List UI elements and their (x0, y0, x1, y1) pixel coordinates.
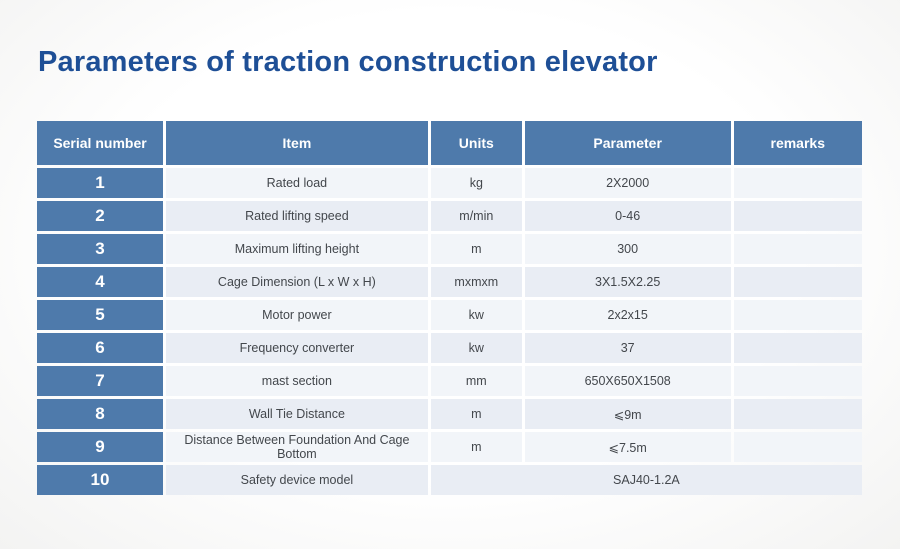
serial-cell: 4 (37, 267, 163, 297)
parameter-cell: 2X2000 (524, 168, 731, 198)
serial-cell: 10 (37, 465, 163, 495)
table-row: 10 Safety device model SAJ40-1.2A (37, 465, 862, 495)
item-cell: Maximum lifting height (166, 234, 428, 264)
parameters-table: Serial number Item Units Parameter remarks 1… (34, 118, 865, 498)
remarks-cell (733, 234, 862, 264)
units-cell: m (430, 432, 522, 462)
parameter-cell: ⩽7.5m (524, 432, 731, 462)
parameter-cell: 0-46 (524, 201, 731, 231)
column-header-item: Item (166, 121, 428, 165)
units-cell: mxmxm (430, 267, 522, 297)
units-cell: kw (430, 333, 522, 363)
table-row: 5 Motor power kw 2x2x15 (37, 300, 862, 330)
serial-cell: 3 (37, 234, 163, 264)
serial-cell: 2 (37, 201, 163, 231)
table-header-row: Serial number Item Units Parameter remarks (37, 121, 862, 165)
item-cell: Rated load (166, 168, 428, 198)
table-row: 7 mast section mm 650X650X1508 (37, 366, 862, 396)
item-cell: Frequency converter (166, 333, 428, 363)
table-row: 3 Maximum lifting height m 300 (37, 234, 862, 264)
parameter-cell: ⩽9m (524, 399, 731, 429)
units-cell: m (430, 234, 522, 264)
remarks-cell (733, 333, 862, 363)
remarks-cell (733, 432, 862, 462)
serial-cell: 9 (37, 432, 163, 462)
column-header-remarks: remarks (733, 121, 862, 165)
item-cell: Safety device model (166, 465, 428, 495)
item-cell: Wall Tie Distance (166, 399, 428, 429)
table-row: 2 Rated lifting speed m/min 0-46 (37, 201, 862, 231)
column-header-parameter: Parameter (524, 121, 731, 165)
parameter-cell: 650X650X1508 (524, 366, 731, 396)
remarks-cell (733, 267, 862, 297)
units-cell: m (430, 399, 522, 429)
item-cell: mast section (166, 366, 428, 396)
serial-cell: 5 (37, 300, 163, 330)
table-row: 1 Rated load kg 2X2000 (37, 168, 862, 198)
units-cell: mm (430, 366, 522, 396)
table-row: 4 Cage Dimension (L x W x H) mxmxm 3X1.5X2.… (37, 267, 862, 297)
units-cell: kw (430, 300, 522, 330)
serial-cell: 7 (37, 366, 163, 396)
table-row: 9 Distance Between Foundation And Cage Bo… (37, 432, 862, 462)
parameter-cell: SAJ40-1.2A (430, 465, 862, 495)
page-title: Parameters of traction construction elev… (38, 46, 658, 78)
table-body: 1 Rated load kg 2X2000 2 Rated lifting speed m… (37, 168, 862, 495)
parameter-cell: 2x2x15 (524, 300, 731, 330)
parameter-cell: 300 (524, 234, 731, 264)
parameter-cell: 37 (524, 333, 731, 363)
remarks-cell (733, 201, 862, 231)
item-cell: Cage Dimension (L x W x H) (166, 267, 428, 297)
column-header-units: Units (430, 121, 522, 165)
units-cell: m/min (430, 201, 522, 231)
serial-cell: 6 (37, 333, 163, 363)
parameter-cell: 3X1.5X2.25 (524, 267, 731, 297)
remarks-cell (733, 366, 862, 396)
item-cell: Distance Between Foundation And Cage Bot… (166, 432, 428, 462)
remarks-cell (733, 300, 862, 330)
item-cell: Rated lifting speed (166, 201, 428, 231)
table-row: 8 Wall Tie Distance m ⩽9m (37, 399, 862, 429)
item-cell: Motor power (166, 300, 428, 330)
serial-cell: 1 (37, 168, 163, 198)
remarks-cell (733, 399, 862, 429)
table-row: 6 Frequency converter kw 37 (37, 333, 862, 363)
remarks-cell (733, 168, 862, 198)
units-cell: kg (430, 168, 522, 198)
column-header-serial-number: Serial number (37, 121, 163, 165)
serial-cell: 8 (37, 399, 163, 429)
